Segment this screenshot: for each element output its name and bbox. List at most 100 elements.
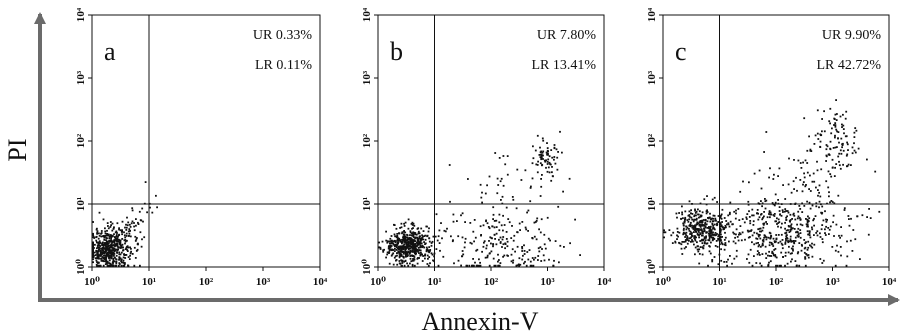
data-point <box>809 149 812 152</box>
data-point <box>553 144 556 146</box>
data-point <box>710 218 712 221</box>
data-point <box>103 260 106 263</box>
data-point <box>806 149 809 152</box>
data-point <box>790 226 792 229</box>
y-tick-label: 10⁰ <box>646 259 658 275</box>
data-point <box>390 245 393 247</box>
data-point <box>700 224 702 226</box>
data-point <box>490 242 492 245</box>
data-point <box>775 264 777 267</box>
data-point <box>135 238 138 241</box>
data-point <box>824 232 826 234</box>
data-point <box>700 214 702 217</box>
data-point <box>497 260 499 263</box>
data-point <box>102 251 104 254</box>
data-point <box>106 261 109 264</box>
data-point <box>131 253 134 255</box>
data-point <box>122 262 125 264</box>
data-point <box>537 247 540 250</box>
data-point <box>793 159 795 161</box>
data-point <box>741 231 744 234</box>
data-point <box>692 228 695 230</box>
data-point <box>379 248 382 250</box>
data-point <box>542 150 545 153</box>
data-point <box>825 218 827 221</box>
data-point <box>688 200 691 203</box>
data-point <box>686 242 689 245</box>
data-point <box>687 220 690 223</box>
data-point <box>557 151 559 153</box>
data-point <box>423 241 425 243</box>
data-point <box>469 241 472 244</box>
data-point <box>758 234 761 237</box>
data-point <box>481 250 483 253</box>
data-point <box>398 239 401 241</box>
data-point <box>499 180 502 183</box>
data-point <box>553 259 555 262</box>
data-point <box>811 204 814 207</box>
data-point <box>143 236 146 239</box>
data-point <box>579 254 581 256</box>
data-point <box>124 226 126 229</box>
data-point <box>548 171 551 174</box>
data-point <box>816 234 819 237</box>
data-point <box>100 235 103 238</box>
data-point <box>98 257 100 260</box>
data-point <box>416 249 419 251</box>
data-point <box>724 236 727 239</box>
data-point <box>846 141 848 144</box>
data-point <box>569 242 571 245</box>
data-point <box>816 230 819 233</box>
data-point <box>782 184 784 186</box>
data-point <box>411 221 414 224</box>
data-point <box>853 131 856 134</box>
data-point <box>453 262 455 265</box>
data-point <box>117 240 120 243</box>
data-point <box>134 257 137 259</box>
data-point <box>761 253 764 255</box>
data-point <box>121 233 123 236</box>
data-point <box>106 243 109 246</box>
data-point <box>837 250 840 253</box>
data-point <box>404 245 407 248</box>
data-point <box>720 248 722 251</box>
data-point <box>773 240 776 243</box>
data-point <box>835 99 837 101</box>
data-point <box>92 261 94 264</box>
data-point <box>701 211 704 214</box>
data-point <box>767 264 770 267</box>
data-point <box>535 238 538 241</box>
data-point <box>503 254 506 257</box>
data-point <box>92 250 94 252</box>
data-point <box>774 201 777 204</box>
data-point <box>456 220 458 222</box>
data-point <box>412 244 414 247</box>
data-point <box>719 227 722 230</box>
data-point <box>428 240 431 243</box>
data-point <box>527 209 530 212</box>
data-point <box>695 210 698 213</box>
data-point <box>837 137 839 140</box>
data-point <box>682 229 685 231</box>
data-point <box>688 224 691 227</box>
data-point <box>827 170 830 173</box>
data-point <box>753 231 756 234</box>
data-point <box>698 221 701 223</box>
data-point <box>799 223 802 226</box>
data-point <box>707 217 710 220</box>
data-point <box>101 253 103 256</box>
data-point <box>488 227 491 230</box>
data-point <box>706 195 708 197</box>
data-point <box>701 238 703 241</box>
data-point <box>544 247 547 250</box>
data-point <box>410 243 413 246</box>
data-point <box>833 235 835 237</box>
data-point <box>96 257 98 260</box>
data-point <box>419 249 422 252</box>
data-point <box>498 264 500 267</box>
data-point <box>137 243 139 246</box>
data-point <box>539 146 541 149</box>
data-point <box>757 245 760 248</box>
data-point <box>672 231 675 234</box>
y-tick-label: 10³ <box>646 70 658 85</box>
